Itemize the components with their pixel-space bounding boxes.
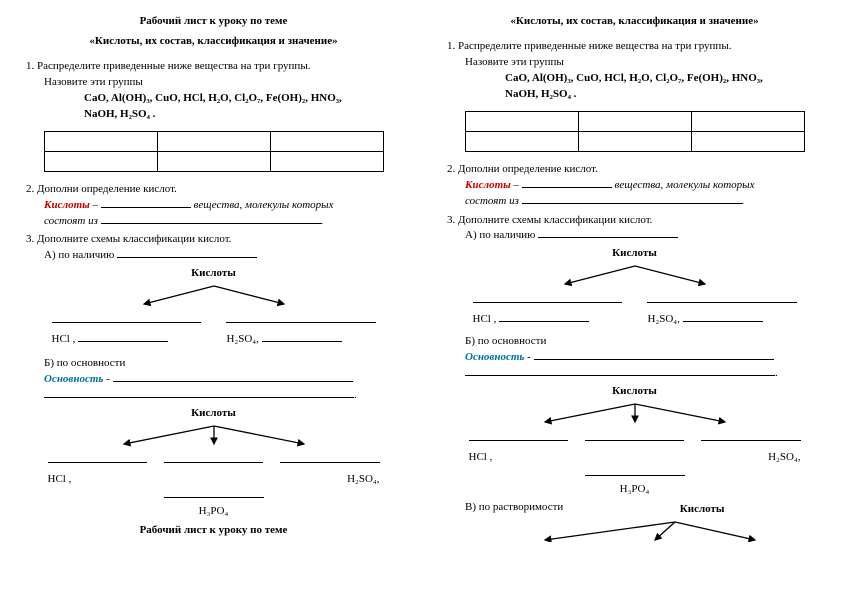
q3b: Б) по основности bbox=[26, 356, 401, 372]
arrows-2-icon bbox=[535, 264, 735, 288]
acids-def-line1: Кислоты – вещества, молекулы которых bbox=[26, 198, 401, 214]
question-1a: 1. Распределите приведенные ниже веществ… bbox=[447, 39, 822, 55]
osnov-line: Основность - bbox=[26, 372, 401, 388]
question-1a: 1. Распределите приведенные ниже веществ… bbox=[26, 59, 401, 75]
hcl-slot: HCl , bbox=[48, 472, 148, 488]
scheme-slot bbox=[52, 313, 201, 329]
chem-line-2: NaOH, H₂SO₄ . bbox=[26, 107, 401, 123]
arrows-3-icon bbox=[94, 424, 334, 448]
title-prefix: Рабочий лист к уроку по теме bbox=[26, 14, 401, 30]
h2so4-slot: H₂SO₄, bbox=[701, 450, 801, 466]
scheme-slot bbox=[585, 431, 685, 447]
question-3: 3. Дополните схемы классификации кислот. bbox=[26, 232, 401, 248]
question-2: 2. Дополни определение кислот. bbox=[26, 182, 401, 198]
h2so4-slot: H₂SO₄, bbox=[647, 312, 796, 328]
acids-word: Кислоты bbox=[44, 199, 90, 211]
arrows-3-icon bbox=[505, 520, 765, 542]
question-1b: Назовите эти группы bbox=[447, 55, 822, 71]
question-2: 2. Дополни определение кислот. bbox=[447, 162, 822, 178]
right-column: «Кислоты, их состав, классификация и зна… bbox=[421, 0, 842, 595]
blank-table bbox=[465, 111, 805, 152]
acids-tail: вещества, молекулы которых bbox=[191, 199, 334, 211]
hcl-slot: HCl , bbox=[469, 450, 569, 466]
scheme-slot bbox=[469, 431, 569, 447]
acids-def-line2: состоят из . bbox=[447, 194, 822, 210]
scheme-slot bbox=[226, 313, 375, 329]
blank bbox=[101, 214, 321, 224]
title-main: «Кислоты, их состав, классификация и зна… bbox=[26, 34, 401, 50]
question-1b: Назовите эти группы bbox=[26, 75, 401, 91]
footer: Рабочий лист к уроку по теме bbox=[26, 523, 401, 539]
arrows-3-icon bbox=[515, 402, 755, 426]
scheme-slot bbox=[48, 453, 148, 469]
chem-line-1: CaO, Al(OH)₃, CuO, HCl, H₂O, Cl₂O₇, Fe(O… bbox=[447, 71, 822, 87]
acids-def-line1: Кислоты – вещества, молекулы которых bbox=[447, 178, 822, 194]
scheme-slot bbox=[280, 453, 380, 469]
hcl-slot: HCl , bbox=[473, 312, 622, 328]
blank bbox=[101, 198, 191, 208]
osnov-line: Основность - bbox=[447, 350, 822, 366]
scheme-b: Кислоты HCl , H₂SO₄, H₃PO₄ bbox=[465, 384, 805, 498]
h3po4: H₃PO₄ bbox=[465, 482, 805, 498]
q3b: Б) по основности bbox=[447, 334, 822, 350]
blank bbox=[117, 248, 257, 258]
blank-table bbox=[44, 131, 384, 172]
scheme-a: Кислоты HCl , H₂SO₄, bbox=[44, 266, 384, 348]
q3a: А) по наличию bbox=[447, 228, 822, 244]
scheme-c: Кислоты bbox=[465, 502, 805, 545]
h3po4: H₃PO₄ bbox=[44, 504, 384, 520]
scheme-slot bbox=[701, 431, 801, 447]
q3a: А) по наличию bbox=[26, 248, 401, 264]
h2so4-slot: H₂SO₄, bbox=[226, 332, 375, 348]
scheme-slot bbox=[647, 293, 796, 309]
scheme-slot bbox=[164, 453, 264, 469]
hcl-slot: HCl , bbox=[52, 332, 201, 348]
scheme-a: Кислоты HCl , H₂SO₄, bbox=[465, 246, 805, 328]
arrows-2-icon bbox=[114, 284, 314, 308]
chem-line-1: CaO, Al(OH)₃, CuO, HCl, H₂O, Cl₂O₇, Fe(O… bbox=[26, 91, 401, 107]
left-column: Рабочий лист к уроку по теме «Кислоты, и… bbox=[0, 0, 421, 595]
scheme-b: Кислоты HCl , H₂SO₄, H₃PO₄ bbox=[44, 406, 384, 520]
acids-def-line2: состоят из . bbox=[26, 214, 401, 230]
h2so4-slot: H₂SO₄, bbox=[280, 472, 380, 488]
chem-line-2: NaOH, H₂SO₄ . bbox=[447, 87, 822, 103]
title-main: «Кислоты, их состав, классификация и зна… bbox=[447, 14, 822, 30]
scheme-slot bbox=[473, 293, 622, 309]
question-3: 3. Дополните схемы классификации кислот. bbox=[447, 213, 822, 229]
